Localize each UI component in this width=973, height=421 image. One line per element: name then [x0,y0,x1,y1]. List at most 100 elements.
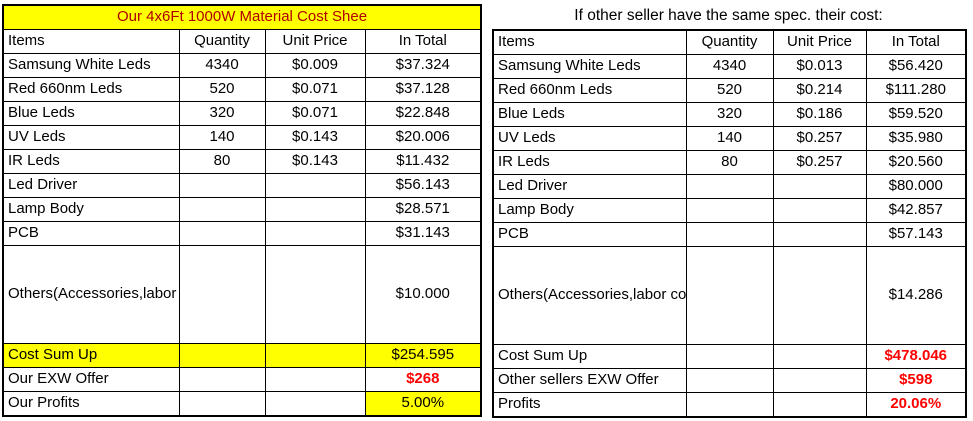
item-cell: Others(Accessories,labor cost, etc.) [492,246,687,345]
left-header-row: Items Quantity Unit Price In Total [2,29,482,54]
table-row: UV Leds 140 $0.143 $20.006 [2,125,482,150]
quantity-cell [178,173,266,198]
table-row: Lamp Body $42.857 [492,198,967,223]
right-table-title: If other seller have the same spec. thei… [574,7,883,24]
item-cell: Blue Leds [2,101,180,126]
right-col-header-quantity: Quantity [685,29,774,55]
unit-price-cell [772,198,867,223]
item-cell: Cost Sum Up [2,343,180,368]
quantity-cell: 4340 [685,54,774,79]
item-cell: Blue Leds [492,102,687,127]
left-col-header-items: Items [2,29,180,54]
total-cell: $111.280 [865,78,967,103]
our-cost-table: Our 4x6Ft 1000W Material Cost Shee Items… [2,4,483,417]
quantity-cell: 320 [685,102,774,127]
quantity-cell: 80 [685,150,774,175]
table-row: Led Driver $56.143 [2,173,482,198]
item-cell: PCB [2,221,180,246]
left-title-row: Our 4x6Ft 1000W Material Cost Shee [2,4,482,30]
table-row-others: Others(Accessories,labor cost, etc.) $10… [2,245,482,344]
table-row: Blue Leds 320 $0.186 $59.520 [492,102,967,127]
unit-price-cell: $0.257 [772,126,867,151]
unit-price-cell [264,173,366,198]
total-cell: $268 [364,367,482,392]
unit-price-cell: $0.009 [264,53,366,78]
quantity-cell [178,245,266,344]
quantity-cell [178,343,266,368]
table-row-others: Others(Accessories,labor cost, etc.) $14… [492,246,967,345]
total-cell: 20.06% [865,392,967,418]
total-cell: $254.595 [364,343,482,368]
left-table-title: Our 4x6Ft 1000W Material Cost Shee [2,4,482,30]
unit-price-cell: $0.257 [772,150,867,175]
quantity-cell: 140 [685,126,774,151]
item-cell: Other sellers EXW Offer [492,368,687,393]
quantity-cell [685,392,774,418]
item-cell: Profits [492,392,687,418]
item-cell: PCB [492,222,687,247]
unit-price-cell [772,246,867,345]
table-row: Blue Leds 320 $0.071 $22.848 [2,101,482,126]
item-cell: Lamp Body [2,197,180,222]
left-col-header-unit-price: Unit Price [264,29,366,54]
unit-price-cell [772,222,867,247]
right-col-header-items: Items [492,29,687,55]
item-cell: Led Driver [2,173,180,198]
unit-price-cell [264,197,366,222]
unit-price-cell: $0.071 [264,77,366,102]
quantity-cell: 520 [178,77,266,102]
unit-price-cell [772,392,867,418]
exw-offer-row: Our EXW Offer $268 [2,367,482,392]
table-row: Red 660nm Leds 520 $0.071 $37.128 [2,77,482,102]
quantity-cell: 4340 [178,53,266,78]
item-cell: Lamp Body [492,198,687,223]
total-cell: $14.286 [865,246,967,345]
table-row: IR Leds 80 $0.257 $20.560 [492,150,967,175]
unit-price-cell [772,174,867,199]
left-col-header-in-total: In Total [364,29,482,54]
item-cell: IR Leds [2,149,180,174]
quantity-cell [685,344,774,369]
unit-price-cell: $0.186 [772,102,867,127]
item-cell: Samsung White Leds [492,54,687,79]
right-col-header-in-total: In Total [865,29,967,55]
unit-price-cell [264,245,366,344]
total-cell: 5.00% [364,391,482,417]
unit-price-cell [264,343,366,368]
table-row: Samsung White Leds 4340 $0.013 $56.420 [492,54,967,79]
cost-sum-up-row: Cost Sum Up $254.595 [2,343,482,368]
total-cell: $56.143 [364,173,482,198]
right-col-header-unit-price: Unit Price [772,29,867,55]
table-row: Led Driver $80.000 [492,174,967,199]
total-cell: $478.046 [865,344,967,369]
quantity-cell [178,221,266,246]
total-cell: $80.000 [865,174,967,199]
total-cell: $598 [865,368,967,393]
total-cell: $20.006 [364,125,482,150]
total-cell: $42.857 [865,198,967,223]
total-cell: $37.324 [364,53,482,78]
total-cell: $35.980 [865,126,967,151]
total-cell: $59.520 [865,102,967,127]
unit-price-cell: $0.013 [772,54,867,79]
item-cell: Our Profits [2,391,180,417]
item-cell: IR Leds [492,150,687,175]
item-cell: Cost Sum Up [492,344,687,369]
table-row: PCB $57.143 [492,222,967,247]
unit-price-cell [264,391,366,417]
item-cell: Our EXW Offer [2,367,180,392]
unit-price-cell: $0.143 [264,125,366,150]
total-cell: $11.432 [364,149,482,174]
item-cell: UV Leds [2,125,180,150]
total-cell: $10.000 [364,245,482,344]
right-header-row: Items Quantity Unit Price In Total [492,29,967,55]
item-cell: Samsung White Leds [2,53,180,78]
quantity-cell [178,197,266,222]
item-cell: Others(Accessories,labor cost, etc.) [2,245,180,344]
unit-price-cell [264,221,366,246]
unit-price-cell [772,368,867,393]
total-cell: $22.848 [364,101,482,126]
total-cell: $31.143 [364,221,482,246]
profits-row: Profits 20.06% [492,392,967,418]
